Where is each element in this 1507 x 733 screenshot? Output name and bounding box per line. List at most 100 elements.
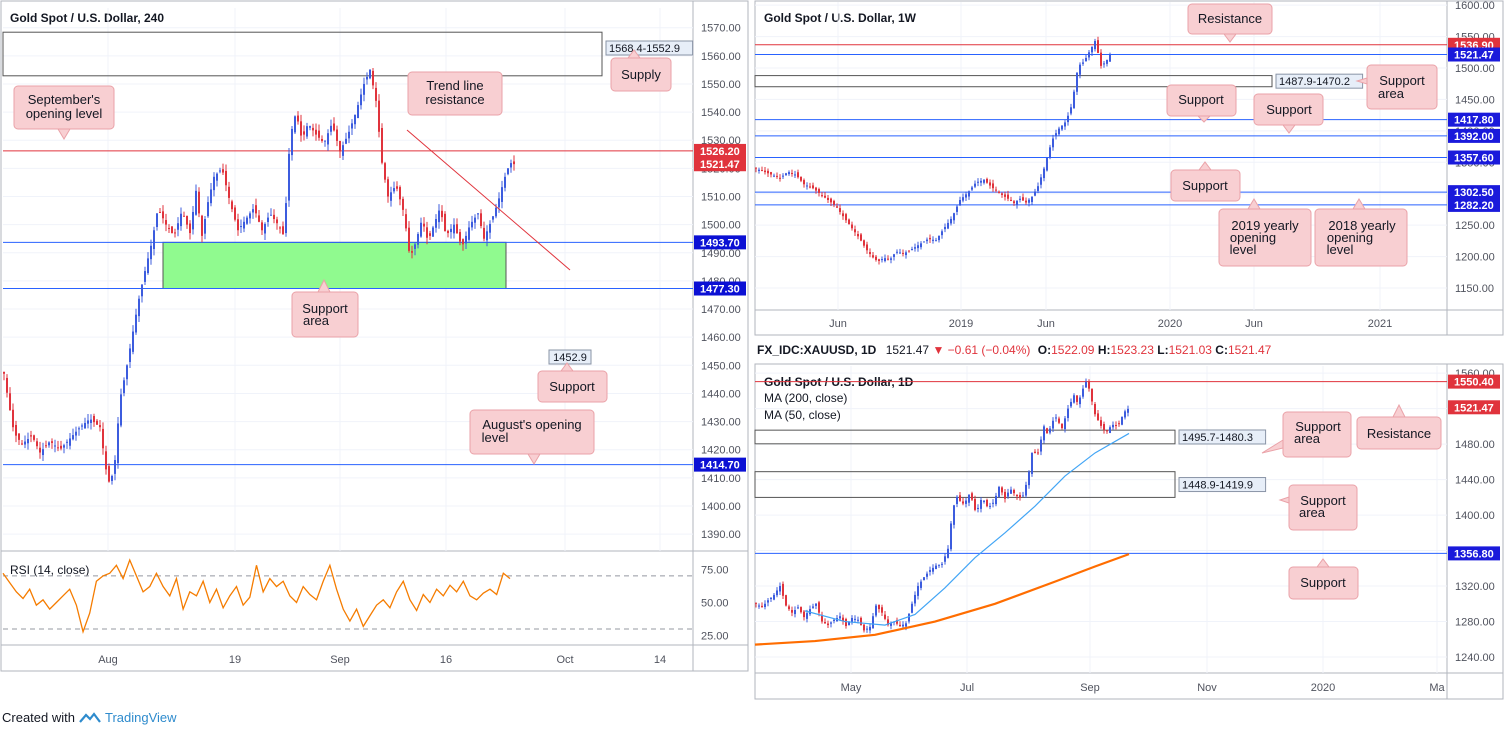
w1-candle-body <box>1013 201 1015 204</box>
h4-candle-body <box>153 230 155 250</box>
w1-y-tick: 1600.00 <box>1455 0 1495 12</box>
h4-candle-body <box>354 114 356 125</box>
w1-candle-body <box>1034 191 1036 196</box>
h4-candle-body <box>180 213 182 227</box>
h4-candle-body <box>438 210 440 223</box>
w1-candle-body <box>878 259 880 261</box>
w1-candle-body <box>989 182 991 186</box>
h4-candle-body <box>114 460 116 474</box>
d1-candle-body <box>1001 487 1003 493</box>
w1-candle-body <box>995 189 997 191</box>
h4-candle-body <box>36 441 38 447</box>
w1-candle-body <box>926 239 928 242</box>
h4-candle-body <box>408 227 410 251</box>
h4-candle-body <box>204 219 206 234</box>
d1-candle-body <box>1010 489 1012 494</box>
h4-y-tick: 1390.00 <box>701 529 741 541</box>
w1-candle-body <box>950 218 952 224</box>
d1-candle-body <box>1076 395 1078 402</box>
w1-candle-body <box>779 177 781 179</box>
panel-w1-title: Gold Spot / U.S. Dollar, 1W <box>764 11 917 25</box>
svg-text:Support: Support <box>1182 178 1228 193</box>
d1-x-tick: Jul <box>960 682 974 694</box>
w1-x-tick: 2019 <box>949 318 973 330</box>
w1-candle-body <box>854 229 856 233</box>
d1-candle-body <box>971 493 973 500</box>
h4-x-tick: 19 <box>229 654 241 666</box>
w1-candle-body <box>914 247 916 249</box>
w1-candle-body <box>1022 197 1024 201</box>
d1-candle-body <box>917 586 919 596</box>
d1-zone-tag-box <box>1178 477 1267 493</box>
d1-candle-body <box>929 570 931 572</box>
h4-candle-body <box>198 191 200 214</box>
h4-candle-body <box>135 314 137 333</box>
h4-candle-body <box>99 425 101 428</box>
h4-price-tag: 1493.70 <box>700 237 740 249</box>
d1-candle-body <box>1061 423 1063 429</box>
h4-candle-body <box>303 131 305 135</box>
h4-candle-body <box>84 422 86 429</box>
d1-close: 1521.47 <box>1227 343 1272 357</box>
w1-candle-body <box>857 233 859 237</box>
d1-candle-body <box>965 500 967 504</box>
d1-ma200-line <box>754 553 1130 646</box>
h4-price-tag: 1477.30 <box>700 284 740 296</box>
svg-text:Support: Support <box>1295 419 1341 434</box>
d1-x-tick: Ma <box>1429 682 1445 694</box>
w1-callout-support-1: Support <box>1166 84 1237 123</box>
h4-candle-body <box>24 441 26 445</box>
w1-candle-body <box>935 240 937 242</box>
tradingview-logo-icon[interactable] <box>79 711 101 724</box>
d1-candle-body <box>947 548 949 558</box>
d1-candle-body <box>1124 411 1126 418</box>
h4-candle-body <box>15 424 17 436</box>
d1-ma50-line <box>804 432 1130 626</box>
d1-candle-body <box>1109 427 1111 433</box>
rsi-line <box>2 558 511 634</box>
h4-zone-tag-box <box>605 40 694 56</box>
h4-candle-body <box>123 380 125 394</box>
d1-candle-body <box>1004 491 1006 499</box>
d1-candle-body <box>938 564 940 566</box>
w1-y-tick: 1450.00 <box>1455 94 1495 106</box>
d1-candle-body <box>788 606 790 610</box>
h4-candle-body <box>453 224 455 234</box>
w1-candle-body <box>899 252 901 254</box>
svg-text:level: level <box>482 430 509 445</box>
h4-candle-body <box>30 435 32 437</box>
w1-callout-support-2: Support <box>1253 93 1324 134</box>
h4-candle-body <box>165 220 167 225</box>
d1-candle-body <box>1016 494 1018 497</box>
h4-candle-body <box>87 420 89 424</box>
w1-candle-body <box>1031 196 1033 203</box>
d1-price-tag-box <box>1448 374 1500 389</box>
w1-candle-body <box>1007 194 1009 199</box>
h4-candle-body <box>294 116 296 133</box>
d1-candle-body <box>968 494 970 503</box>
h4-candle-body <box>54 445 56 447</box>
w1-candle-body <box>1100 52 1102 66</box>
h4-candle-body <box>258 215 260 222</box>
d1-candle-body <box>926 573 928 577</box>
w1-candle-body <box>1010 199 1012 201</box>
w1-candle-body <box>863 240 865 246</box>
d1-last: 1521.47 <box>885 343 930 357</box>
d1-candle-body <box>785 595 787 606</box>
h4-candle-body <box>195 190 197 215</box>
footer-brand-link[interactable]: TradingView <box>104 710 177 725</box>
h4-zone-tag: 1568.4-1552.9 <box>609 43 680 55</box>
w1-candle-body <box>1025 200 1027 203</box>
h4-level-tag-box <box>548 349 592 365</box>
d1-candle-body <box>1127 408 1129 413</box>
w1-candle-body <box>959 200 961 206</box>
h4-callout-supply-text: Supply <box>621 67 661 82</box>
h4-candle-body <box>147 258 149 274</box>
w1-candle-body <box>767 170 769 174</box>
d1-candle-body <box>758 605 760 607</box>
h4-candle-body <box>57 447 59 449</box>
d1-candle-body <box>1106 430 1108 432</box>
w1-candle-body <box>1073 91 1075 108</box>
d1-candle-body <box>950 523 952 550</box>
h4-candle-body <box>504 176 506 188</box>
